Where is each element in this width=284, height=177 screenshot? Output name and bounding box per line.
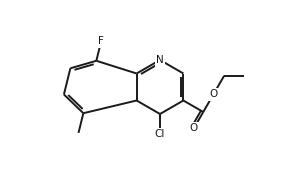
Text: Cl: Cl (155, 129, 165, 139)
Text: O: O (209, 89, 218, 99)
Text: N: N (156, 55, 164, 65)
Text: F: F (98, 36, 104, 46)
Text: O: O (190, 123, 198, 133)
